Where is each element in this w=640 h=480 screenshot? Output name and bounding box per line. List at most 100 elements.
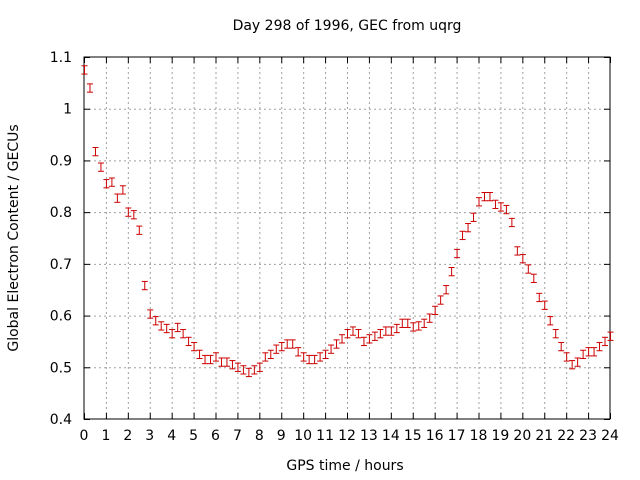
data-point <box>399 318 406 328</box>
data-point <box>169 329 176 339</box>
data-point <box>344 329 351 339</box>
data-point <box>382 326 389 336</box>
x-tick-label: 17 <box>448 428 466 444</box>
data-point <box>486 191 493 202</box>
x-tick-label: 13 <box>360 428 378 444</box>
data-point <box>328 344 335 354</box>
data-point <box>459 230 466 241</box>
data-point <box>218 357 225 367</box>
x-tick-label: 12 <box>338 428 356 444</box>
data-point <box>273 344 280 354</box>
data-point <box>158 321 165 331</box>
data-point <box>371 331 378 341</box>
y-tick-label: 1 <box>63 102 72 118</box>
x-tick-label: 7 <box>233 428 242 444</box>
x-tick-label: 22 <box>557 428 575 444</box>
data-point <box>410 322 417 332</box>
data-point <box>141 280 148 291</box>
data-point <box>558 341 565 352</box>
data-point <box>108 177 115 187</box>
x-tick-label: 14 <box>382 428 400 444</box>
data-point <box>202 354 209 365</box>
data-point <box>393 323 400 334</box>
x-tick-label: 23 <box>579 428 597 444</box>
data-point <box>207 354 214 365</box>
x-tick-label: 20 <box>513 428 531 444</box>
data-point <box>574 357 581 367</box>
data-point <box>311 354 318 365</box>
x-tick-label: 0 <box>80 428 89 444</box>
x-tick-labels: 0 1 2 3 4 5 6 7 8 9 10 11 12 13 14 15 16 17 18 19 20 21 22 23 24 <box>80 428 619 444</box>
y-tick-label: 1.1 <box>50 50 72 66</box>
data-point <box>240 365 247 375</box>
data-point <box>591 347 598 357</box>
data-point <box>481 191 488 202</box>
data-point <box>366 334 373 344</box>
chart-title: Day 298 of 1996, GEC from uqrg <box>233 18 462 34</box>
data-point <box>245 367 252 378</box>
x-tick-label: 6 <box>211 428 220 444</box>
data-point <box>607 331 614 341</box>
data-point <box>125 207 132 217</box>
data-point <box>86 83 93 93</box>
data-point <box>377 329 384 339</box>
data-point <box>388 326 395 336</box>
data-point <box>355 329 362 339</box>
data-point <box>514 246 521 256</box>
data-point <box>443 285 450 295</box>
x-tick-label: 11 <box>316 428 334 444</box>
data-point <box>454 248 461 259</box>
data-point <box>300 352 307 362</box>
data-point <box>404 318 411 328</box>
x-tick-label: 3 <box>145 428 154 444</box>
data-point <box>508 217 515 228</box>
data-points <box>81 65 614 378</box>
data-point <box>229 360 236 370</box>
data-point <box>103 179 110 189</box>
data-point <box>360 336 367 347</box>
x-tick-label: 9 <box>277 428 286 444</box>
data-point <box>284 339 291 349</box>
x-tick-label: 2 <box>123 428 132 444</box>
data-point <box>415 321 422 331</box>
x-tick-label: 15 <box>404 428 422 444</box>
data-point <box>278 341 285 352</box>
data-point <box>97 162 104 172</box>
data-point <box>262 352 269 362</box>
x-tick-label: 19 <box>492 428 510 444</box>
data-point <box>339 334 346 344</box>
data-point <box>437 295 444 305</box>
data-point <box>185 336 192 347</box>
data-point <box>536 292 543 303</box>
data-point <box>497 202 504 212</box>
data-point <box>552 329 559 339</box>
data-point <box>492 199 499 210</box>
x-tick-label: 1 <box>101 428 110 444</box>
y-tick-label: 0.8 <box>50 205 72 221</box>
data-point <box>541 300 548 310</box>
x-tick-label: 10 <box>294 428 312 444</box>
data-point <box>465 223 472 233</box>
data-point <box>602 336 609 347</box>
data-point <box>585 347 592 357</box>
y-tick-label: 0.5 <box>50 360 72 376</box>
data-point <box>569 360 576 370</box>
data-point <box>136 225 143 235</box>
data-point <box>322 349 329 359</box>
data-point <box>256 362 263 372</box>
data-point <box>525 264 532 274</box>
data-point <box>563 352 570 362</box>
data-point <box>119 185 126 195</box>
data-point <box>317 352 324 362</box>
data-point <box>92 147 99 157</box>
data-point <box>213 352 219 362</box>
x-tick-label: 18 <box>470 428 488 444</box>
data-point <box>580 349 587 359</box>
x-axis-label: GPS time / hours <box>286 458 403 474</box>
data-point <box>223 357 230 367</box>
y-tick-label: 0.6 <box>50 309 72 325</box>
data-point <box>476 197 482 207</box>
data-point <box>251 365 258 375</box>
data-point <box>174 322 181 333</box>
